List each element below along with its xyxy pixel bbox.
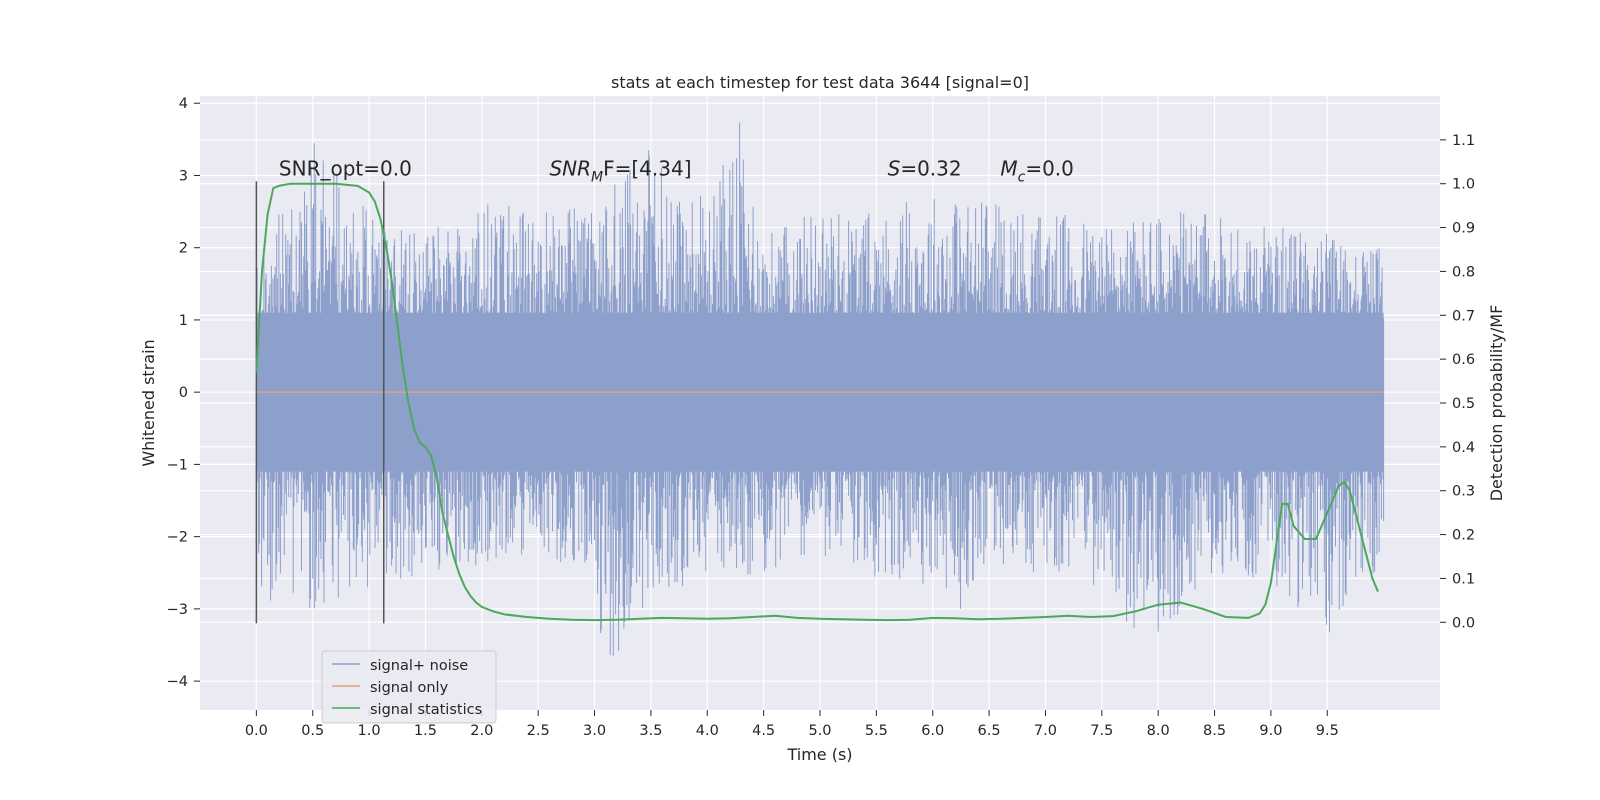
- legend-box: [321, 650, 497, 724]
- x-tick-label-4: 2.0: [470, 723, 493, 739]
- x-tick-label-15: 7.5: [1090, 723, 1113, 739]
- y2-tick-label-3: 0.3: [1452, 484, 1475, 500]
- x-tick-label-7: 3.5: [639, 723, 662, 739]
- signal-statistics-series: [255, 182, 1379, 622]
- y-tick-label-0: −4: [167, 674, 188, 690]
- annotation-snr-mf-base: SNR: [549, 156, 591, 180]
- signal-statistics-line: [255, 182, 1379, 622]
- vertical-markers: [255, 181, 385, 624]
- x-tick-label-17: 8.5: [1203, 723, 1226, 739]
- y2-tick-label-11: 1.1: [1452, 133, 1475, 149]
- x-tick-label-8: 4.0: [696, 723, 719, 739]
- x-tick-label-18: 9.0: [1259, 723, 1282, 739]
- y2-tick-label-1: 0.1: [1452, 571, 1475, 587]
- y2-tick-label-6: 0.6: [1452, 352, 1475, 368]
- y2-tick-label-5: 0.5: [1452, 396, 1475, 412]
- y-tick-label-2: −2: [167, 530, 188, 546]
- x-tick-label-10: 5.0: [808, 723, 831, 739]
- legend-label-signal-statistics: signal statistics: [370, 702, 482, 718]
- x-tick-label-16: 8.0: [1147, 723, 1170, 739]
- annotation-s-symbol: S: [888, 156, 901, 180]
- y-axis-label: Whitened strain: [139, 339, 158, 466]
- x-tick-label-0: 0.0: [245, 723, 268, 739]
- y-tick-label-1: −3: [167, 602, 188, 618]
- x-axis-ticks: 0.0 0.5 1.0 1.5 2.0 2.5 3.0 3.5 4.0 4.5 5.0 5.5 6.0 6…: [245, 710, 1339, 739]
- y-tick-label-7: 3: [179, 168, 188, 184]
- annotation-mc-value: =0.0: [1025, 156, 1074, 180]
- annotation-snr-mf: SNRMF=[4.34]: [549, 156, 691, 185]
- annotation-mc-subscript: c: [1018, 169, 1026, 185]
- y2-axis-ticks: 0.0 0.1 0.2 0.3 0.4 0.5 0.6 0.7 0.8 0.9 1.0 1.1: [1440, 133, 1475, 631]
- x-tick-label-6: 3.0: [583, 723, 606, 739]
- x-tick-label-3: 1.5: [414, 723, 437, 739]
- annotation-snr-opt: SNR_opt=0.0: [279, 156, 412, 180]
- y2-tick-label-4: 0.4: [1452, 440, 1475, 456]
- y2-tick-label-9: 0.9: [1452, 221, 1475, 237]
- x-tick-label-14: 7.0: [1034, 723, 1057, 739]
- y2-tick-label-8: 0.8: [1452, 264, 1475, 280]
- y-tick-label-8: 4: [179, 96, 188, 112]
- legend: signal+ noise signal only signal statist…: [321, 650, 497, 724]
- x-tick-label-5: 2.5: [527, 723, 550, 739]
- annotation-mc: Mc=0.0: [1000, 156, 1074, 185]
- y-axis-ticks: −4 −3 −2 −1 0 1 2 3 4: [167, 96, 200, 690]
- chart-title: stats at each timestep for test data 364…: [611, 73, 1029, 92]
- x-tick-label-9: 4.5: [752, 723, 775, 739]
- x-tick-label-1: 0.5: [301, 723, 324, 739]
- y-tick-label-6: 2: [179, 241, 188, 257]
- annotation-snr-mf-subscript: M: [591, 169, 603, 185]
- x-tick-label-2: 1.0: [358, 723, 381, 739]
- annotation-mc-symbol: M: [1000, 156, 1017, 180]
- x-tick-label-13: 6.5: [978, 723, 1001, 739]
- annotations: SNR_opt=0.0 SNRMF=[4.34] S=0.32 Mc=0.0: [279, 156, 1074, 185]
- y2-tick-label-2: 0.2: [1452, 528, 1475, 544]
- annotation-s-value: =0.32: [900, 156, 961, 180]
- x-tick-label-11: 5.5: [865, 723, 888, 739]
- y2-axis-label: Detection probability/MF: [1487, 305, 1506, 502]
- annotation-s-stat: S=0.32: [888, 156, 962, 180]
- y-tick-label-3: −1: [167, 457, 188, 473]
- x-tick-label-12: 6.0: [921, 723, 944, 739]
- legend-label-signal-noise: signal+ noise: [370, 658, 468, 674]
- y2-tick-label-10: 1.0: [1452, 177, 1475, 193]
- y2-tick-label-0: 0.0: [1452, 615, 1475, 631]
- annotation-snr-mf-value: F=[4.34]: [603, 156, 691, 180]
- legend-label-signal-only: signal only: [370, 680, 449, 696]
- x-axis-label: Time (s): [786, 745, 852, 764]
- y-tick-label-5: 1: [179, 313, 188, 329]
- y2-tick-label-7: 0.7: [1452, 308, 1475, 324]
- y-tick-label-4: 0: [179, 385, 188, 401]
- x-tick-label-19: 9.5: [1316, 723, 1339, 739]
